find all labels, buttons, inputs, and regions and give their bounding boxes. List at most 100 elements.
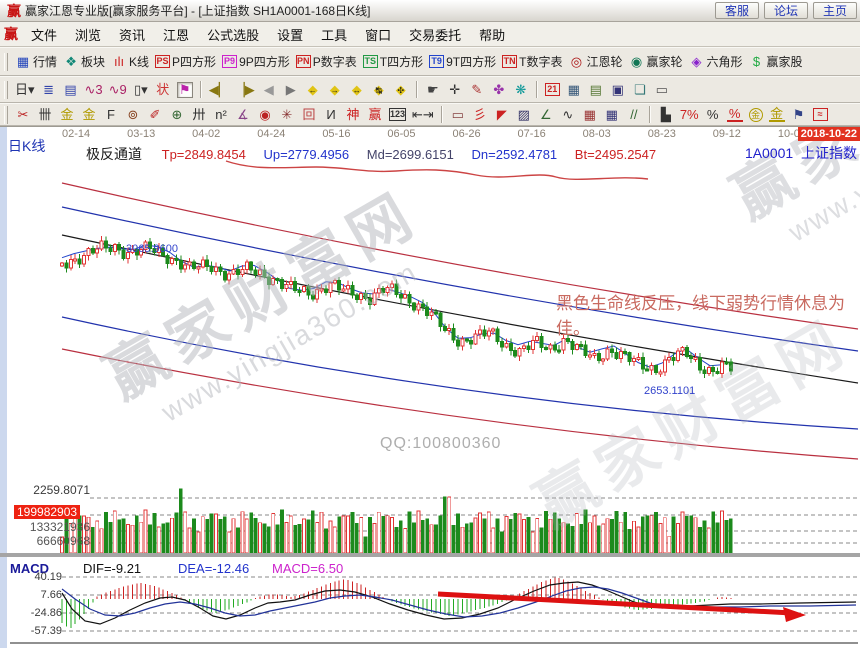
menu-item[interactable]: 浏览 xyxy=(75,27,102,43)
zoom-out-horiz-button[interactable]: ◆ ↔ xyxy=(346,80,368,100)
eraser-knife-button[interactable]: ✂ xyxy=(12,105,34,125)
menu-item[interactable]: 帮助 xyxy=(479,27,506,43)
t-square-button[interactable]: TS T四方形 xyxy=(360,51,426,72)
angle-lines-button[interactable]: ∠ xyxy=(535,105,557,125)
ying-tool-button[interactable]: 赢 xyxy=(364,105,386,125)
spiral-tool-button[interactable]: ⊚ xyxy=(122,105,144,125)
tick-ruler-button[interactable]: 卌 xyxy=(34,105,56,125)
shift-left-button[interactable]: ◆ ← xyxy=(302,80,324,100)
gold-split-1-button[interactable]: 金 xyxy=(56,105,78,125)
kline-period-button[interactable]: 日▾ xyxy=(12,80,38,100)
zigzag-tool-button[interactable]: ∿ xyxy=(557,105,579,125)
square-spiral-button[interactable]: 回 xyxy=(298,105,320,125)
f10-info-button[interactable]: ▤ xyxy=(60,80,82,100)
hexagon-button[interactable]: ◈ 六角形 xyxy=(686,51,746,72)
save-button[interactable]: ▣ xyxy=(607,80,629,100)
menu-item[interactable]: 资讯 xyxy=(119,27,146,43)
f-tool-button[interactable]: F xyxy=(100,105,122,125)
last-page-button[interactable]: ▕▶ xyxy=(232,80,258,100)
p-square-button[interactable]: PS P四方形 xyxy=(152,51,219,72)
shift-right-button[interactable]: ◆ → xyxy=(324,80,346,100)
toolbar-grip[interactable] xyxy=(4,105,8,124)
fan-solid-button[interactable]: ◤ xyxy=(491,105,513,125)
p-number-table-button[interactable]: PN P数字表 xyxy=(293,51,360,72)
draw-line-button[interactable]: ✎ xyxy=(466,80,488,100)
zoom-in-horiz-button[interactable]: ◆ ↹ xyxy=(368,80,390,100)
scale-ruler-button[interactable]: 卅 xyxy=(188,105,210,125)
fan-hatch-button[interactable]: ▨ xyxy=(513,105,535,125)
zhuang-tool-button[interactable]: 状 xyxy=(152,80,174,100)
flower-tool-button[interactable]: ✤ xyxy=(488,80,510,100)
wave-box-button[interactable]: ≈ xyxy=(810,106,831,123)
width-measure-button[interactable]: ⇤⇥ xyxy=(409,105,437,125)
gann-circle-button[interactable]: ⊕ xyxy=(166,105,188,125)
percent-line-button[interactable]: % xyxy=(724,106,746,124)
percent-wave-button[interactable]: 7% xyxy=(677,105,702,125)
window-title: 赢家江恩专业版[赢家服务平台] - [上证指数 SH1A0001-168日K线] xyxy=(25,4,371,18)
t-number-table-button[interactable]: TN T数字表 xyxy=(499,51,565,72)
ruler-123-button[interactable]: 123 xyxy=(386,106,409,123)
parallel-lines-icon: // xyxy=(630,106,638,122)
home-button[interactable]: 主页 xyxy=(812,2,857,19)
n-mark-button[interactable]: И xyxy=(320,105,342,125)
9p-square-button[interactable]: P9 9P四方形 xyxy=(219,51,293,72)
menu-item[interactable]: 工具 xyxy=(321,27,348,43)
menu-item[interactable]: 设置 xyxy=(277,27,304,43)
toolbar-grip[interactable] xyxy=(4,52,8,71)
target-tool-button[interactable]: ◉ xyxy=(254,105,276,125)
gann-wheel-button[interactable]: ◎ 江恩轮 xyxy=(565,51,625,72)
column-stat-button[interactable]: ▙ xyxy=(655,105,677,125)
winner-wheel-button[interactable]: ◉ 赢家轮 xyxy=(625,51,685,72)
print-button[interactable]: ▭ xyxy=(651,80,673,100)
grid-red-button[interactable]: ▦ xyxy=(579,105,601,125)
menu-item[interactable]: 交易委托 xyxy=(409,27,462,43)
gold-circle-button[interactable]: 金 xyxy=(746,106,766,124)
flower-tool-icon: ✤ xyxy=(493,81,505,97)
prev-bar-button[interactable]: ◀ xyxy=(258,80,280,100)
calculator-button[interactable]: ▦ xyxy=(563,80,585,100)
gold-split-2-button[interactable]: 金 xyxy=(78,105,100,125)
color-chart-button[interactable]: ⚑ xyxy=(174,80,196,100)
rect-tool-button[interactable]: ▭ xyxy=(447,105,469,125)
shen-tool-button[interactable]: 神 xyxy=(342,105,364,125)
n-square-button[interactable]: n² xyxy=(210,105,232,125)
menu-item[interactable]: 窗口 xyxy=(365,27,392,43)
calendar-button[interactable]: 21 xyxy=(542,81,563,98)
wave-9-button[interactable]: ∿9 xyxy=(106,80,130,100)
toolbar-grip[interactable] xyxy=(4,80,8,99)
menu-item[interactable]: 文件 xyxy=(31,27,58,43)
forum-button[interactable]: 论坛 xyxy=(763,2,808,19)
hand-tool-button[interactable]: ☛ xyxy=(422,80,444,100)
crosshair-button[interactable]: ✛ xyxy=(444,80,466,100)
angle-tool-button[interactable]: ∡ xyxy=(232,105,254,125)
9t-square-button[interactable]: T9 9T四方形 xyxy=(426,51,499,72)
first-page-button[interactable]: ◀▏ xyxy=(206,80,232,100)
single-kline-button[interactable]: ▯▾ xyxy=(130,80,152,100)
wave-3-button[interactable]: ∿3 xyxy=(82,80,106,100)
percent-tool-button[interactable]: % xyxy=(702,105,724,125)
menu-item[interactable]: 公式选股 xyxy=(207,27,260,43)
customer-service-button[interactable]: 客服 xyxy=(714,2,759,19)
gold-circle-icon: 金 xyxy=(748,107,763,122)
snapshot-button[interactable]: ❏ xyxy=(629,80,651,100)
main-chart-canvas[interactable] xyxy=(0,127,860,648)
grid-blue-button[interactable]: ▦ xyxy=(601,105,623,125)
last-page-icon: ▕▶ xyxy=(234,81,255,97)
parallel-lines-button[interactable]: // xyxy=(623,105,645,125)
pattern-tool-button[interactable]: ❋ xyxy=(510,80,532,100)
gann-fan-button[interactable]: 彡 xyxy=(469,105,491,125)
sectors-button[interactable]: ❖ 板块 xyxy=(60,51,108,72)
kline-button[interactable]: ılı K线 xyxy=(108,51,152,72)
price-flag-button[interactable]: ⚑ xyxy=(788,105,810,125)
brush-tool-button[interactable]: ✐ xyxy=(144,105,166,125)
starburst-tool-button[interactable]: ✳ xyxy=(276,105,298,125)
fit-all-button[interactable]: ◆ ✣ xyxy=(390,80,412,100)
gold-lines-button[interactable]: 金 xyxy=(766,106,788,124)
menu-item[interactable]: 江恩 xyxy=(163,27,190,43)
next-bar-button[interactable]: ▶ xyxy=(280,80,302,100)
memo-button[interactable]: ▤ xyxy=(585,80,607,100)
quotes-button[interactable]: ▦ 行情 xyxy=(12,51,60,72)
date-label: 04-02 xyxy=(192,128,221,140)
multi-window-button[interactable]: ≣ xyxy=(38,80,60,100)
winner-pool-button[interactable]: $ 赢家股 xyxy=(746,51,806,72)
